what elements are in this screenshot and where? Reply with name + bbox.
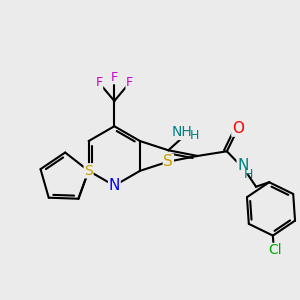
Text: F: F	[111, 71, 118, 84]
Text: H: H	[190, 129, 199, 142]
Text: S: S	[164, 154, 173, 169]
Text: Cl: Cl	[268, 243, 282, 257]
Text: H: H	[244, 168, 253, 181]
Text: O: O	[232, 121, 244, 136]
Text: S: S	[84, 164, 93, 178]
Text: N: N	[237, 158, 249, 173]
Text: F: F	[126, 76, 133, 89]
Text: NH: NH	[172, 125, 192, 140]
Text: N: N	[109, 178, 120, 193]
Text: F: F	[95, 76, 103, 89]
